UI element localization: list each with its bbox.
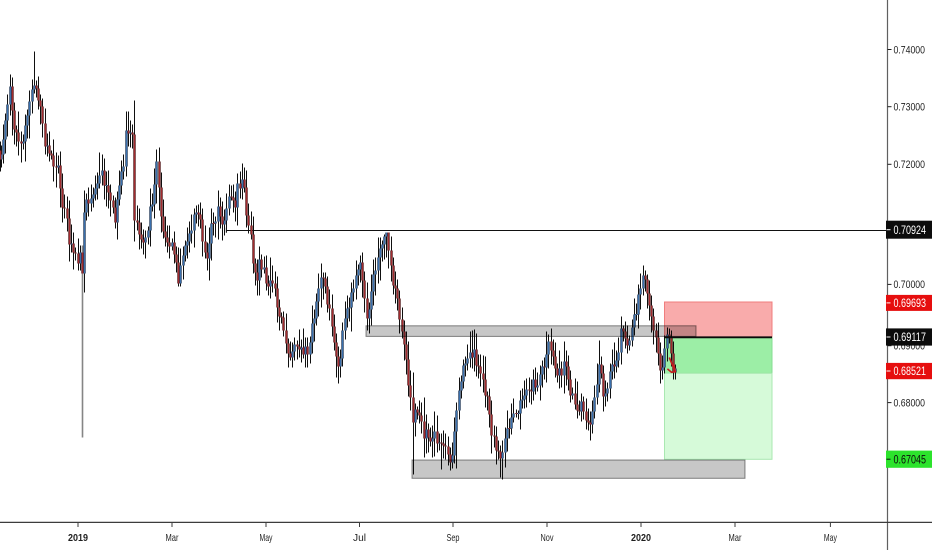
svg-text:0.69693: 0.69693: [894, 298, 927, 310]
svg-text:Sep: Sep: [447, 532, 460, 544]
svg-text:0.72000: 0.72000: [894, 159, 926, 171]
svg-text:0.73000: 0.73000: [894, 102, 926, 114]
svg-text:0.67045: 0.67045: [894, 454, 927, 466]
svg-text:Nov: Nov: [541, 532, 555, 544]
svg-text:Mar: Mar: [166, 532, 179, 544]
svg-text:Mar: Mar: [729, 532, 742, 544]
svg-text:May: May: [824, 532, 837, 544]
svg-text:0.68000: 0.68000: [894, 397, 926, 409]
svg-text:0.70000: 0.70000: [894, 279, 926, 291]
svg-text:May: May: [260, 532, 273, 544]
svg-text:0.70924: 0.70924: [894, 225, 927, 237]
svg-text:Jul: Jul: [353, 532, 366, 544]
svg-text:0.68521: 0.68521: [894, 366, 927, 378]
svg-text:0.74000: 0.74000: [894, 44, 926, 56]
svg-text:2020: 2020: [631, 532, 651, 544]
svg-text:0.69117: 0.69117: [894, 332, 927, 344]
svg-text:2019: 2019: [68, 532, 88, 544]
